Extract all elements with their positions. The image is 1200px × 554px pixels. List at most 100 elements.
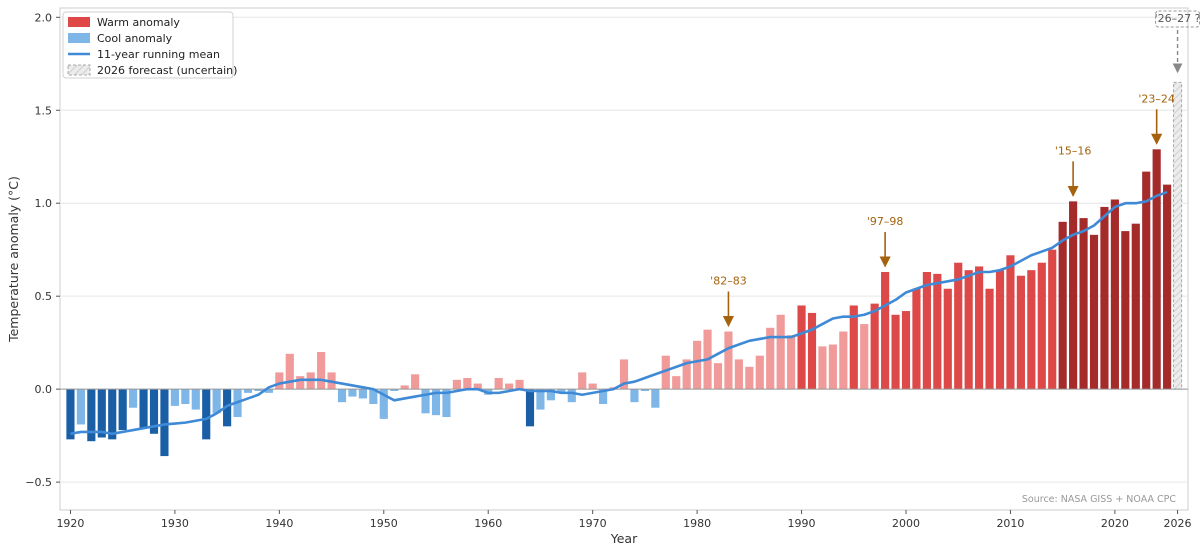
y-tick-label: 0.0 — [35, 383, 53, 396]
legend: Warm anomaly Cool anomaly 11-year running … — [62, 11, 237, 79]
bar-1977 — [661, 355, 670, 390]
bar-1994 — [839, 331, 848, 390]
bar-2000 — [901, 311, 911, 390]
legend-label: 2026 forecast (uncertain) — [97, 64, 237, 77]
bar-1940 — [275, 372, 284, 390]
bar-1958 — [463, 377, 472, 390]
bar-2015 — [1058, 221, 1067, 390]
bar-2006 — [964, 270, 973, 390]
annotation-label: '15–16 — [1055, 144, 1092, 157]
x-tick-label: 1940 — [265, 517, 293, 530]
x-tick-label: 1960 — [474, 517, 502, 530]
bar-2023 — [1142, 171, 1151, 390]
bar-1988 — [776, 314, 785, 390]
plot-background — [59, 7, 1189, 511]
bar-1925 — [118, 389, 127, 431]
bar-2022 — [1131, 223, 1140, 390]
bar-1951 — [390, 389, 399, 392]
x-tick-label: 2020 — [1101, 517, 1129, 530]
bar-1982 — [713, 363, 723, 390]
bar-1937 — [243, 389, 253, 393]
bar-1950 — [379, 389, 388, 419]
bar-1941 — [285, 353, 294, 390]
bar-2003 — [933, 273, 942, 390]
bar-1952 — [400, 385, 409, 390]
bar-1985 — [745, 366, 754, 390]
legend-label: Cool anomaly — [97, 32, 173, 45]
bar-1967 — [557, 389, 566, 393]
bar-1990 — [797, 305, 806, 390]
bar-1947 — [348, 389, 357, 397]
bar-1983 — [724, 331, 733, 390]
y-axis-title: Temperature anomaly (°C) — [6, 176, 21, 343]
bar-1957 — [452, 379, 461, 390]
bar-1924 — [108, 389, 117, 440]
bar-1921 — [76, 389, 85, 425]
bar-2014 — [1048, 249, 1057, 390]
y-tick-label: −0.5 — [25, 476, 52, 489]
y-tick-label: 1.0 — [35, 197, 53, 210]
bar-1975 — [640, 389, 649, 392]
bar-1997 — [870, 303, 879, 390]
bar-2019 — [1100, 206, 1109, 390]
bar-1929 — [160, 389, 169, 457]
x-tick-label: 1970 — [579, 517, 607, 530]
bar-2018 — [1089, 234, 1099, 390]
y-tick-label: 2.0 — [35, 11, 53, 24]
bar-2011 — [1016, 275, 1025, 390]
bar-1935 — [223, 389, 232, 427]
bar-2010 — [1006, 255, 1015, 390]
bar-1978 — [672, 376, 681, 390]
bar-1964 — [525, 389, 535, 427]
bar-1939 — [264, 389, 273, 393]
bar-2007 — [975, 266, 984, 390]
bar-1993 — [828, 344, 837, 390]
bar-1970 — [588, 383, 597, 390]
bar-1926 — [129, 389, 138, 408]
bar-1938 — [254, 389, 263, 392]
bar-1971 — [599, 389, 608, 405]
bar-1931 — [181, 389, 190, 405]
legend-label: 11-year running mean — [97, 48, 220, 61]
x-axis-title: Year — [610, 531, 638, 546]
bar-1954 — [421, 389, 430, 414]
bar-1946 — [337, 389, 347, 403]
bar-1979 — [682, 359, 691, 390]
bar-2009 — [995, 270, 1005, 390]
bar-1966 — [546, 389, 555, 401]
bar-1933 — [202, 389, 211, 440]
bar-1932 — [191, 389, 200, 410]
bar-1923 — [97, 389, 106, 438]
x-tick-label: 1950 — [370, 517, 398, 530]
bar-1973 — [619, 359, 629, 390]
x-tick-label: 1980 — [683, 517, 711, 530]
annotation-label: '97–98 — [867, 215, 904, 228]
legend-hatch-swatch — [67, 64, 91, 76]
bar-1962 — [505, 383, 514, 390]
x-tick-label: 2010 — [996, 517, 1024, 530]
bar-2025 — [1163, 184, 1172, 390]
bar-1942 — [296, 376, 305, 390]
bar-1961 — [494, 377, 503, 390]
bar-2024 — [1152, 149, 1161, 390]
bar-1976 — [651, 389, 660, 408]
bar-2020 — [1110, 199, 1119, 390]
bar-1955 — [431, 389, 441, 416]
x-tick-label: 1930 — [161, 517, 189, 530]
bar-1959 — [473, 383, 482, 390]
legend-box — [62, 11, 234, 79]
forecast-label: '26–27 ? — [1155, 12, 1200, 25]
bar-1930 — [170, 389, 179, 406]
x-tick-label: 2000 — [892, 517, 920, 530]
bar-1969 — [578, 372, 587, 390]
annotation-label: '23–24 — [1138, 92, 1175, 105]
bar-1928 — [149, 389, 159, 434]
bar-2017 — [1079, 218, 1088, 390]
bar-1920 — [66, 389, 75, 440]
axes-group: 1920 1930 1940 1950 1960 1970 1980 1990 2000 2010… — [25, 11, 1191, 530]
bar-1999 — [891, 314, 900, 390]
bar-1980 — [693, 340, 702, 390]
bar-1986 — [755, 355, 764, 390]
bar-2013 — [1037, 262, 1046, 390]
